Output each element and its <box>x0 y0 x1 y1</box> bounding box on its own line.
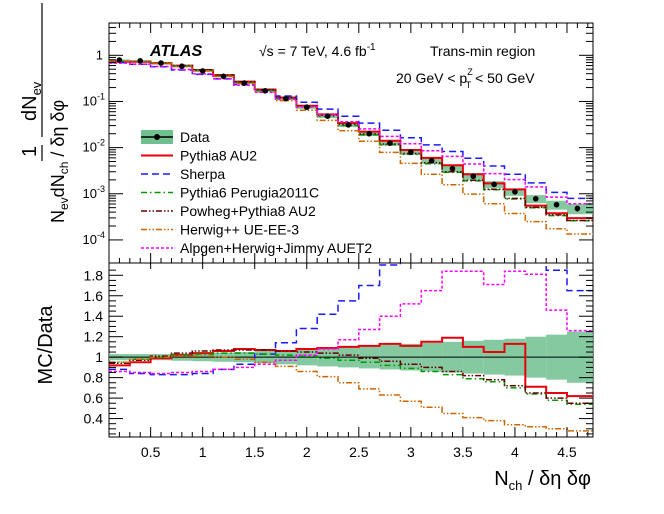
x-tick-label: 2 <box>303 444 311 460</box>
x-tick-label: 2.5 <box>349 444 369 460</box>
top-ylabel-one: 1 <box>19 146 41 157</box>
legend-label: Sherpa <box>180 166 225 182</box>
energy-lumi-exponent: -1 <box>367 42 376 53</box>
top-series-alpgen-herwig-jimmy-auet2 <box>109 62 593 205</box>
data-point <box>137 58 144 64</box>
x-tick-label: 4 <box>511 444 519 460</box>
ptz-cut-suffix: < 50 GeV <box>471 70 535 86</box>
ptz-cut-label: 20 GeV < pZ T < 50 GeV <box>396 67 535 90</box>
region-label: Trans-min region <box>430 43 535 59</box>
ptz-cut-superscript: Z <box>467 67 473 77</box>
top-series-herwig-ue-ee-3 <box>109 60 593 235</box>
data-point <box>283 95 289 102</box>
data-point <box>345 122 352 128</box>
top-y-tick-label: 10-3 <box>83 184 105 201</box>
legend-item-herwig-ue-ee-3: Herwig++ UE-EE-3 <box>141 222 299 238</box>
legend-label: Pythia8 AU2 <box>180 148 257 164</box>
data-points-layer <box>116 57 581 212</box>
legend-item-data: Data <box>141 129 210 145</box>
legend-label: Herwig++ UE-EE-3 <box>180 222 299 238</box>
x-tick-label: 3 <box>407 444 415 460</box>
data-point <box>303 104 310 111</box>
ratio-y-tick-label: 1.6 <box>84 288 104 304</box>
series-lines-layer <box>109 60 593 432</box>
ratio-ylabel: MC/Data <box>35 305 57 385</box>
data-point <box>179 63 185 70</box>
axes-layer: 0.5 1 1.5 2 2.5 3 3.5 4 4.5 1 10-1 10-2 10-3 10-4 0.4 0… <box>83 22 593 460</box>
legend-label: Powheg+Pythia8 AU2 <box>180 203 316 219</box>
ratio-y-tick-label: 0.6 <box>84 390 104 406</box>
ptz-cut-subscript: T <box>466 80 472 90</box>
ratio-y-tick-label: 0.4 <box>84 411 104 427</box>
legend-item-powheg-pythia8-au2: Powheg+Pythia8 AU2 <box>141 203 316 219</box>
data-point <box>220 73 227 80</box>
ratio-y-tick-label: 1.2 <box>84 329 104 345</box>
legend-label: Data <box>180 129 210 145</box>
ratio-y-tick-label: 0.8 <box>84 370 104 386</box>
data-point <box>366 130 373 137</box>
ratio-series-sherpa <box>109 263 593 376</box>
x-tick-label: 0.5 <box>141 444 161 460</box>
legend-swatch-marker <box>154 134 160 140</box>
legend-label: Pythia6 Perugia2011C <box>180 185 319 201</box>
data-point <box>262 88 268 94</box>
data-point <box>532 195 539 202</box>
x-tick-label: 4.5 <box>557 444 577 460</box>
ratio-y-tick-label: 1.4 <box>84 308 104 324</box>
top-ylabel-denominator: NevdNch / δη δφ <box>48 100 71 223</box>
data-point <box>470 173 477 180</box>
ratio-series-pythia6-perugia2011c <box>109 352 593 405</box>
top-y-tick-label: 10-2 <box>83 138 105 155</box>
ratio-series-powheg-pythia8-au2 <box>109 349 593 404</box>
data-point <box>387 140 393 146</box>
data-point <box>491 181 497 188</box>
ratio-y-tick-label: 1 <box>95 349 103 365</box>
ratio-series-herwig-ue-ee-3 <box>109 355 593 432</box>
x-tick-label: 1.5 <box>245 444 265 460</box>
legend-item-pythia6-perugia2011c: Pythia6 Perugia2011C <box>141 185 319 201</box>
data-point <box>241 80 248 86</box>
top-y-tick-label: 10-4 <box>83 230 105 247</box>
data-point <box>116 57 123 63</box>
top-y-tick-label: 10-1 <box>83 91 105 108</box>
top-ylabel-numerator: dNev <box>19 81 44 121</box>
legend-item-pythia8-au2: Pythia8 AU2 <box>141 148 257 164</box>
xlabel: Nch / δη δφ <box>494 468 591 493</box>
ratio-y-tick-label: 1.8 <box>84 267 104 283</box>
data-point <box>512 189 518 195</box>
ratio-series-group <box>109 263 593 432</box>
data-point <box>408 149 414 155</box>
ratio-series-alpgen-herwig-jimmy-auet2 <box>109 270 593 375</box>
data-point <box>324 113 331 119</box>
legend: Data Pythia8 AU2 Sherpa Pythia6 Perugia2011… <box>141 129 372 256</box>
data-point <box>574 205 581 212</box>
x-tick-label: 1 <box>199 444 207 460</box>
energy-lumi-text: √s = 7 TeV, 4.6 fb <box>259 43 367 59</box>
ptz-cut-prefix: 20 GeV < p <box>396 70 467 86</box>
data-point <box>449 165 456 172</box>
legend-label: Alpgen+Herwig+Jimmy AUET2 <box>180 240 372 256</box>
legend-item-sherpa: Sherpa <box>141 166 225 182</box>
atlas-label: ATLAS <box>149 43 202 60</box>
data-point <box>199 68 206 74</box>
data-point <box>553 201 560 208</box>
legend-item-alpgen-herwig-jimmy-auet2: Alpgen+Herwig+Jimmy AUET2 <box>141 240 372 256</box>
data-point <box>428 157 435 164</box>
top-y-tick-label: 1 <box>96 47 103 62</box>
x-tick-label: 3.5 <box>453 444 473 460</box>
energy-lumi-label: √s = 7 TeV, 4.6 fb-1 <box>259 42 376 59</box>
data-point <box>158 60 164 66</box>
top-ylabel: 1 dNev NevdNch / δη δφ <box>19 3 71 223</box>
